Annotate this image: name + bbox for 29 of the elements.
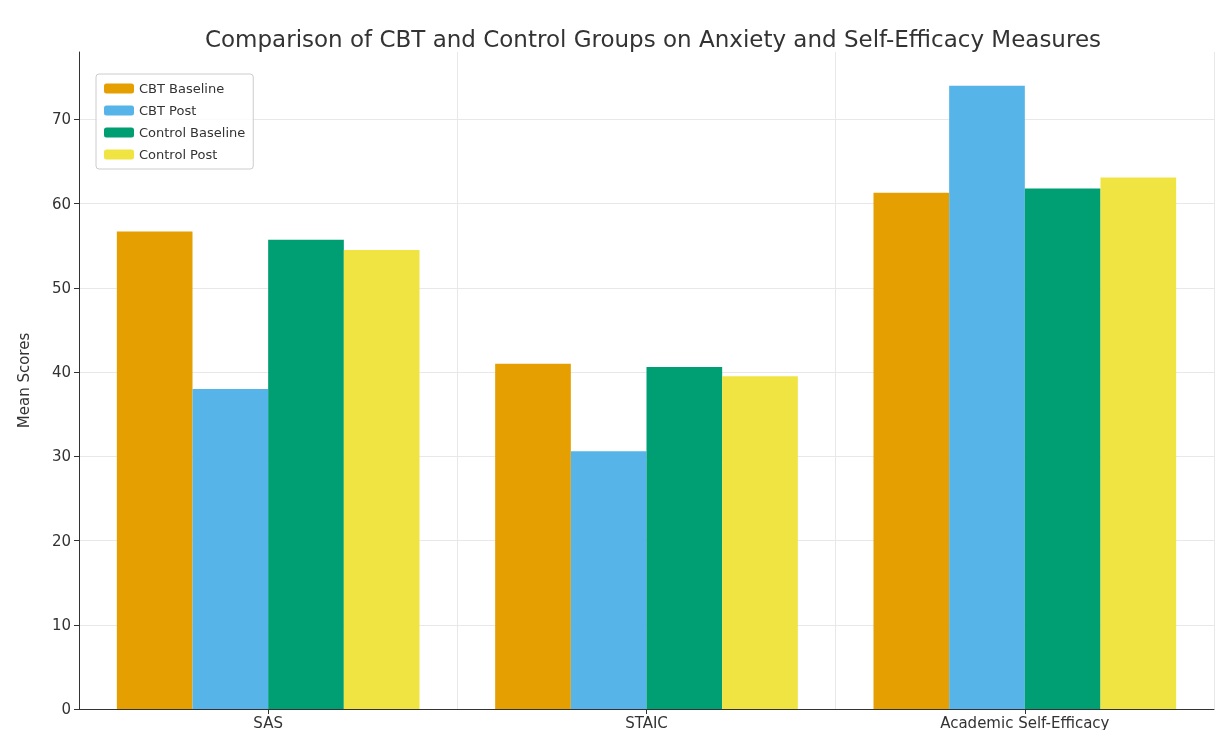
y-tick-label: 10 [51,615,71,634]
bar [570,451,647,709]
x-tick-label: STAIC [625,713,668,732]
bar [1024,188,1101,709]
bar [343,249,420,709]
legend-label: CBT Baseline [139,81,225,96]
y-tick-label: 0 [61,700,71,718]
x-tick-label: Academic Self-Efficacy [940,713,1110,732]
y-tick-label: 30 [51,447,71,466]
bar [873,192,950,709]
y-tick-label: 40 [51,363,71,382]
legend-label: CBT Post [139,103,197,118]
bar [116,231,193,709]
bar [495,363,571,709]
bar [949,85,1025,709]
bar [722,376,798,709]
bar [1100,177,1177,709]
bar [268,239,344,709]
chart-title: Comparison of CBT and Control Groups on Anxiety and Self-Efficacy Measures [204,25,1102,52]
y-tick-label: 70 [51,110,71,129]
y-tick-label: 50 [51,278,71,297]
bar [192,388,269,709]
y-tick-label: 20 [51,531,71,550]
legend-label: Control Post [139,147,218,162]
y-axis-title: Mean Scores [14,332,33,429]
bar [646,367,723,709]
y-tick-label: 60 [51,194,71,213]
x-tick-label: SAS [253,713,283,732]
legend-label: Control Baseline [139,125,246,140]
